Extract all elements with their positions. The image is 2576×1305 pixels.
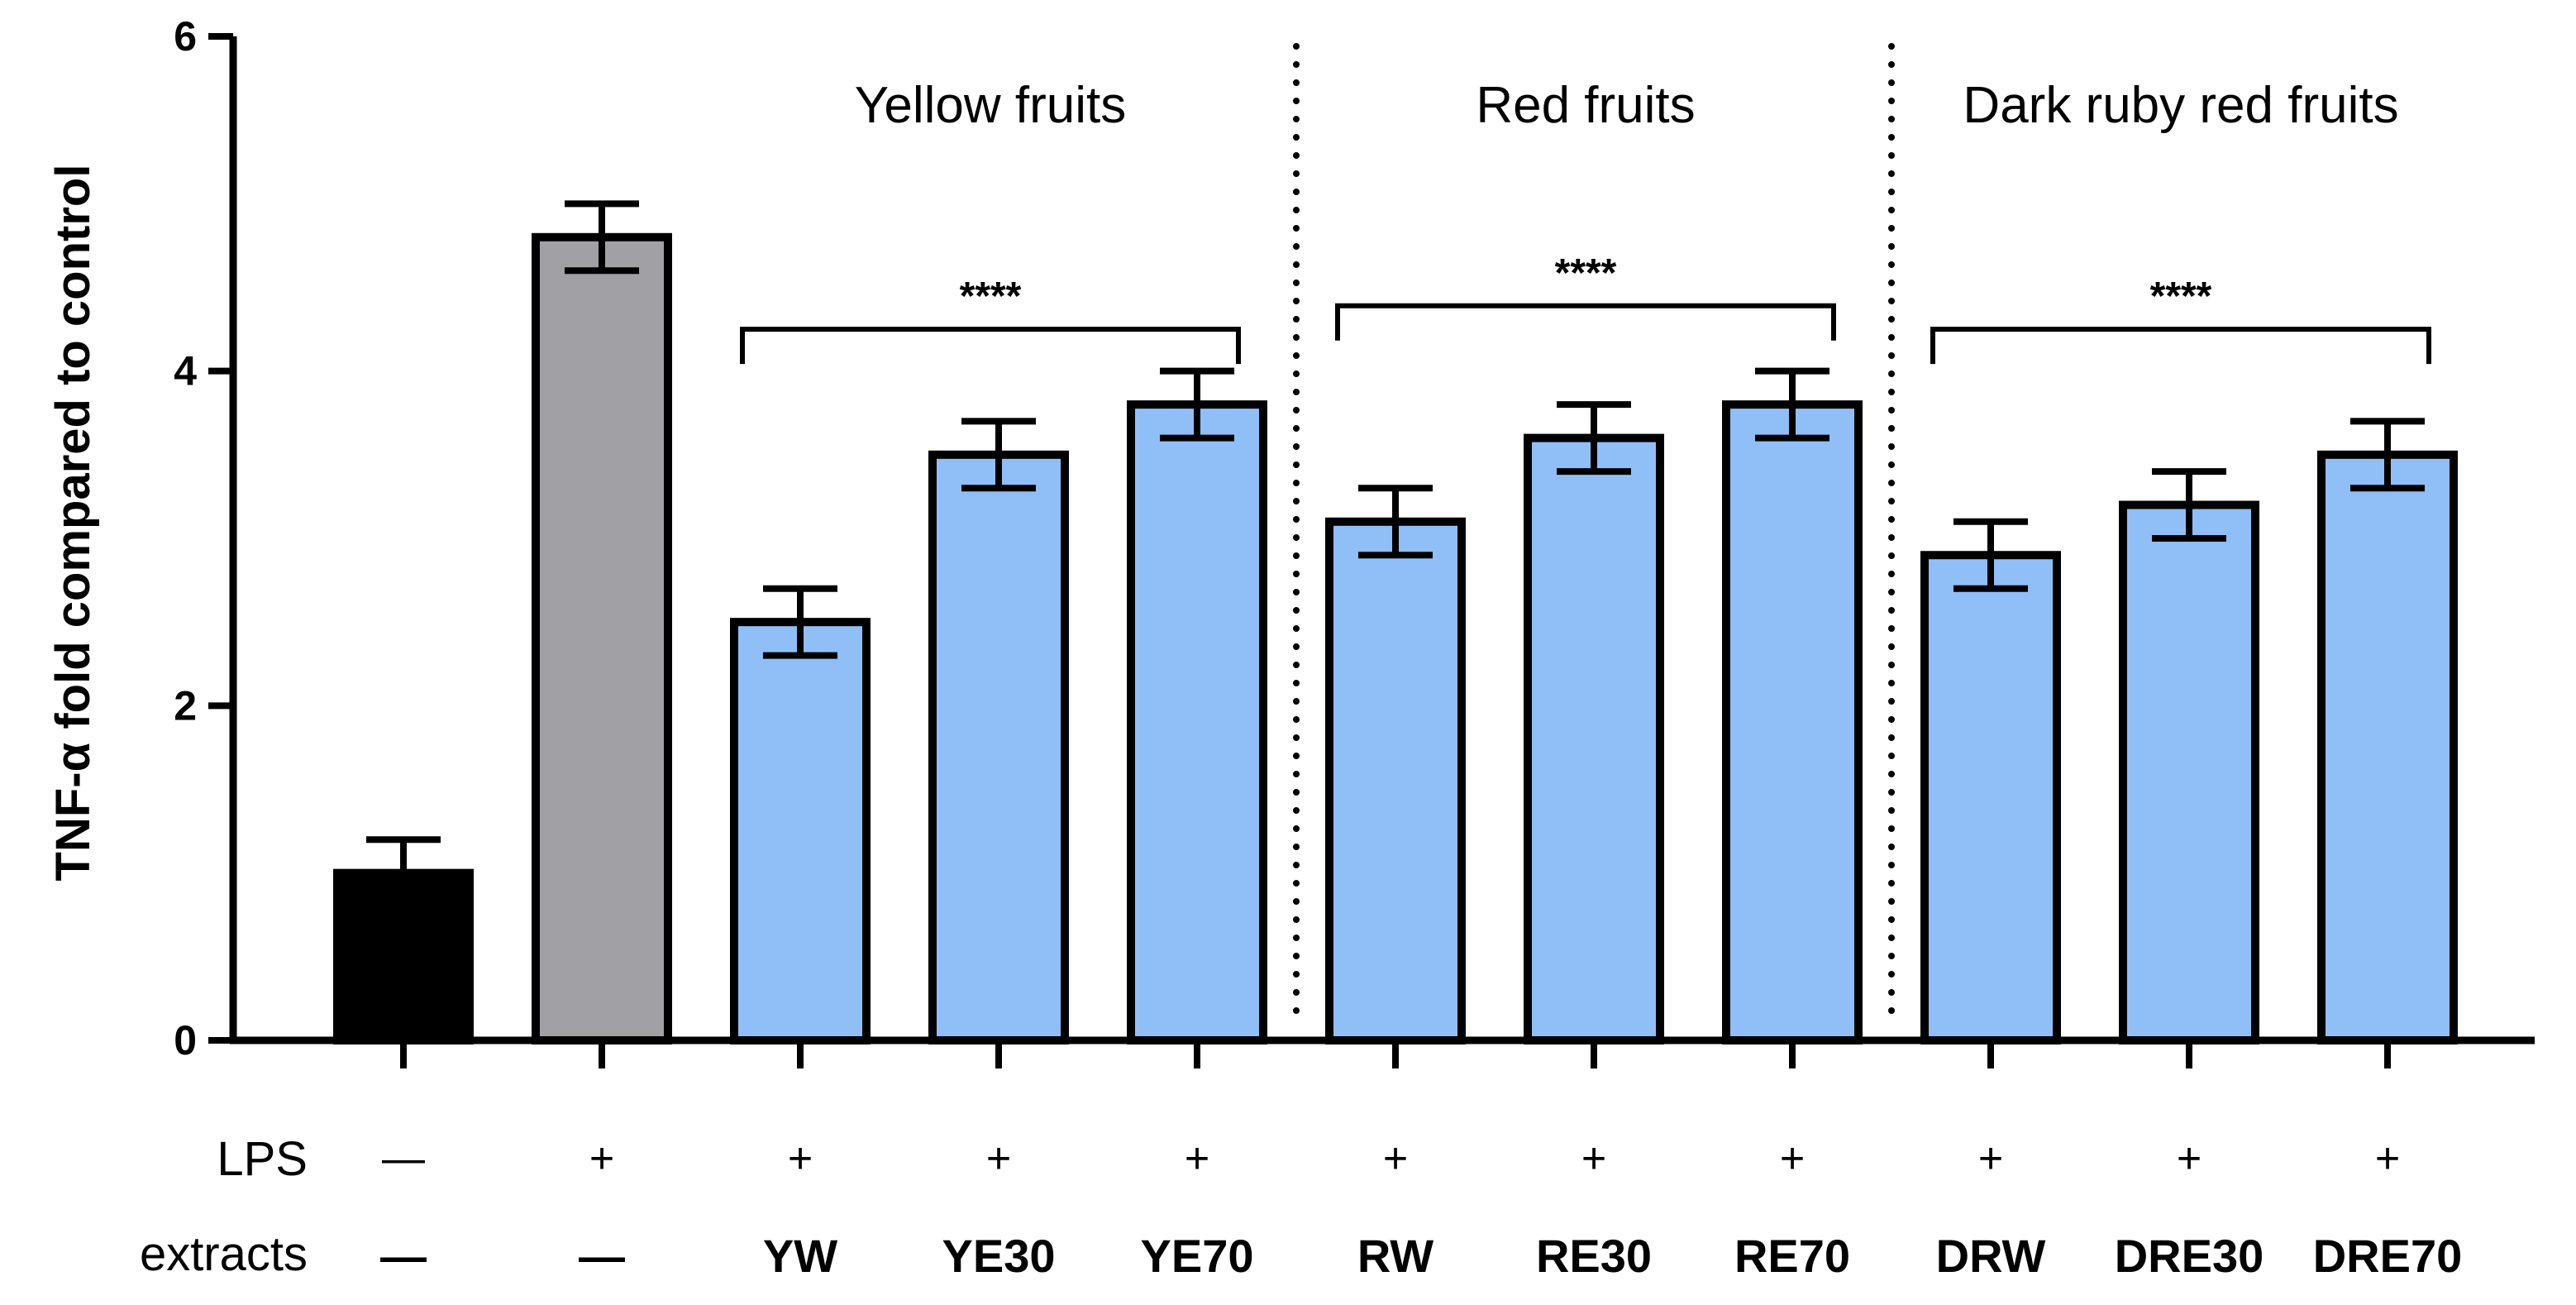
y-axis-title: TNF-α fold compared to control bbox=[46, 165, 100, 882]
bar-re30 bbox=[1524, 433, 1664, 1044]
extract-value: DRW bbox=[1936, 1230, 2046, 1282]
lps-value: + bbox=[2177, 1135, 2202, 1183]
extract-value: RW bbox=[1357, 1230, 1433, 1282]
lps-value: + bbox=[2375, 1135, 2400, 1183]
extract-value: RE70 bbox=[1734, 1230, 1850, 1282]
extracts-row-title: extracts bbox=[140, 1227, 308, 1281]
bar-rw bbox=[1325, 517, 1466, 1044]
extract-value: RE30 bbox=[1536, 1230, 1652, 1282]
bar-dre30 bbox=[2119, 500, 2259, 1044]
extract-value: YW bbox=[763, 1230, 837, 1282]
bar-yw bbox=[730, 618, 871, 1045]
bar-ye30 bbox=[928, 450, 1069, 1044]
significance-label: **** bbox=[960, 275, 1022, 318]
extract-value: — bbox=[380, 1230, 427, 1282]
significance-brackets: **** **** **** bbox=[740, 251, 2431, 365]
y-tick-label: 2 bbox=[174, 682, 197, 729]
significance-label: **** bbox=[2150, 275, 2212, 318]
bar-control bbox=[333, 868, 474, 1044]
lps-value: + bbox=[1581, 1135, 1606, 1183]
bar-ye70 bbox=[1127, 400, 1267, 1044]
extract-value: DRE30 bbox=[2115, 1230, 2264, 1282]
bar-lps bbox=[532, 232, 672, 1044]
lps-value: + bbox=[986, 1135, 1011, 1183]
significance-bracket bbox=[740, 327, 1241, 365]
significance-bracket bbox=[1930, 327, 2431, 365]
bar-re70 bbox=[1722, 400, 1863, 1044]
lps-row-title: LPS bbox=[217, 1132, 308, 1186]
lps-value: + bbox=[788, 1135, 813, 1183]
significance-bracket bbox=[1335, 303, 1836, 341]
bar-dre70 bbox=[2317, 450, 2458, 1044]
extract-value: DRE70 bbox=[2313, 1230, 2463, 1282]
y-tick-label: 6 bbox=[174, 13, 197, 60]
group-label: Dark ruby red fruits bbox=[1963, 77, 2398, 134]
y-tick-label: 4 bbox=[174, 348, 197, 394]
group-separators bbox=[1293, 43, 1895, 1032]
extract-value: — bbox=[579, 1230, 625, 1282]
lps-value: + bbox=[1780, 1135, 1805, 1183]
bar-drw bbox=[1920, 551, 2061, 1044]
significance-label: **** bbox=[1555, 251, 1617, 295]
lps-value: + bbox=[1978, 1135, 2003, 1183]
extract-value: YE30 bbox=[942, 1230, 1056, 1282]
group-label: Red fruits bbox=[1476, 77, 1695, 134]
y-tick-label: 0 bbox=[174, 1017, 197, 1064]
group-label: Yellow fruits bbox=[855, 77, 1127, 134]
lps-value: + bbox=[1185, 1135, 1209, 1183]
labels: Yellow fruits Red fruits Dark ruby red fru… bbox=[380, 77, 2462, 1282]
lps-value: + bbox=[589, 1135, 614, 1183]
lps-value: + bbox=[1383, 1135, 1408, 1183]
lps-value: — bbox=[382, 1135, 425, 1183]
bars bbox=[333, 200, 2458, 1045]
extract-value: YE70 bbox=[1141, 1230, 1254, 1282]
